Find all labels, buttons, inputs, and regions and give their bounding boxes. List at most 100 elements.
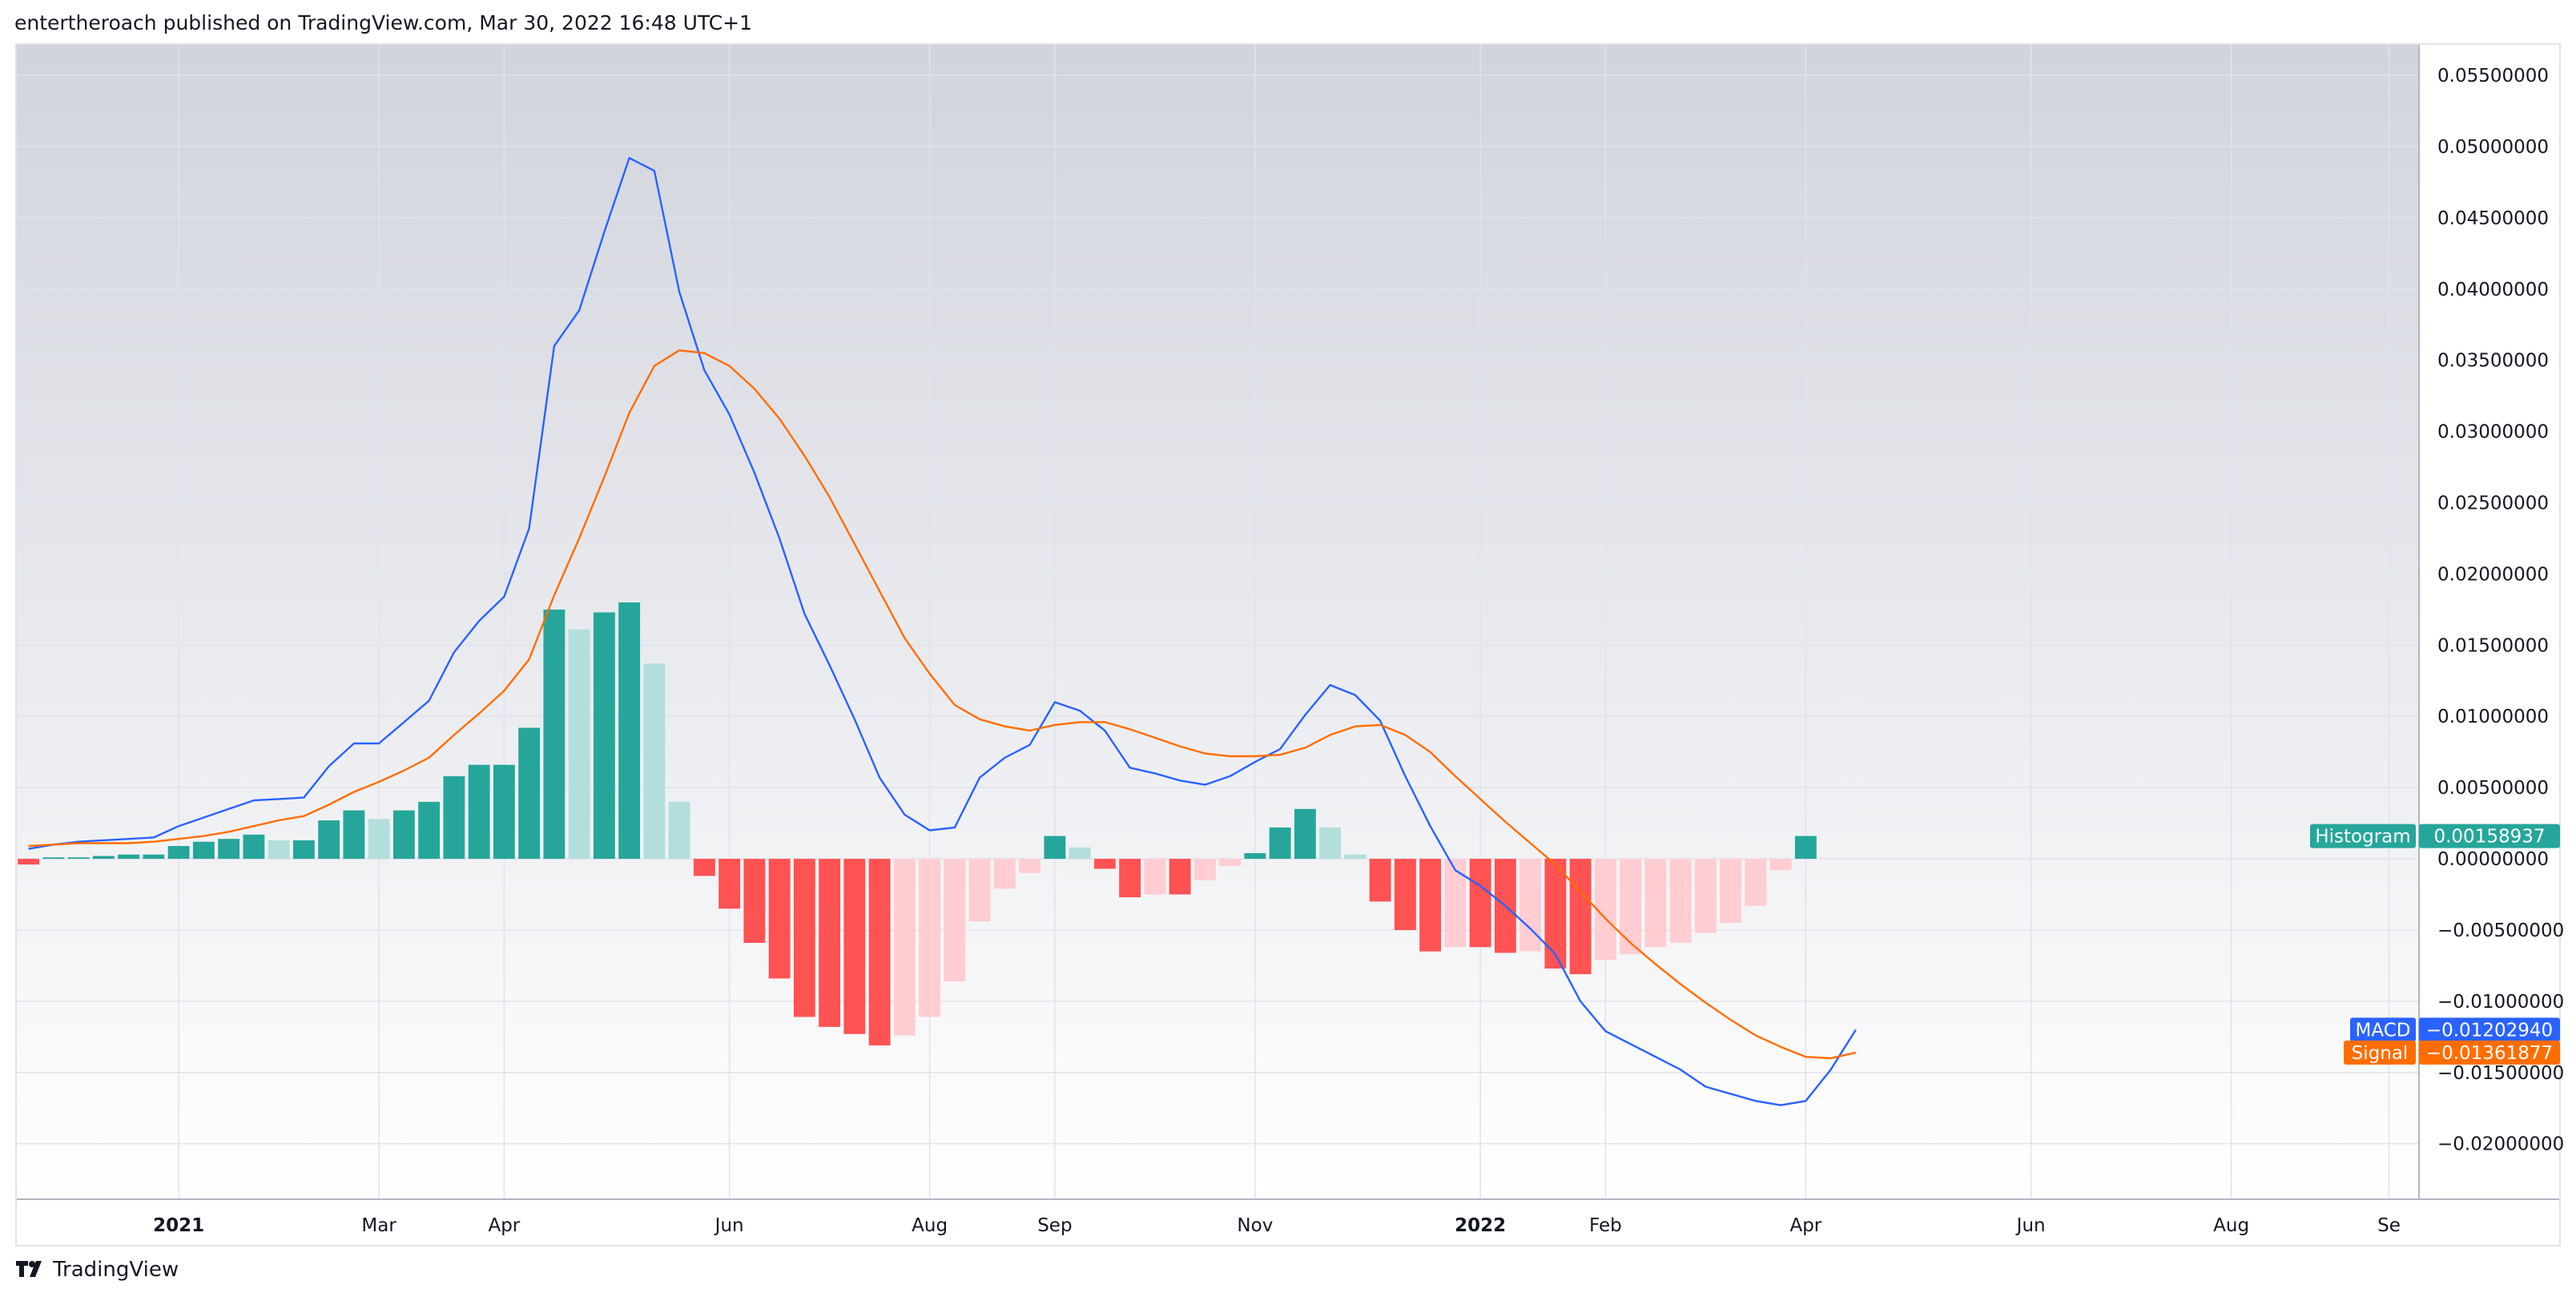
histogram-bar bbox=[318, 820, 340, 860]
time-tick-label: Feb bbox=[1589, 1215, 1622, 1236]
histogram-bar bbox=[1794, 836, 1817, 860]
signal-value-badge bbox=[2419, 1040, 2560, 1065]
price-tick-label: −0.01000000 bbox=[2437, 992, 2564, 1013]
histogram-bar bbox=[118, 854, 140, 860]
price-tick-label: −0.02000000 bbox=[2437, 1134, 2564, 1155]
histogram-bar bbox=[1044, 836, 1066, 860]
signal-value-label: −0.01361877 bbox=[2426, 1043, 2553, 1064]
histogram-bar bbox=[643, 663, 666, 860]
time-axis[interactable]: 2021 Mar Apr Jun Aug Sep Nov 2022 Feb Apr Jun Aug Se bbox=[153, 1215, 2401, 1236]
histogram-name-label: Histogram bbox=[2315, 827, 2410, 848]
histogram-bar bbox=[843, 859, 866, 1034]
histogram-bar bbox=[292, 840, 315, 860]
histogram-bar bbox=[1093, 859, 1116, 869]
histogram-bar bbox=[1419, 859, 1442, 952]
price-axis[interactable]: 0.05500000 0.05000000 0.04500000 0.04000000… bbox=[2437, 66, 2564, 1155]
price-tick-label: 0.05500000 bbox=[2437, 66, 2549, 87]
histogram-bar bbox=[443, 775, 465, 860]
histogram-bar bbox=[819, 859, 841, 1027]
histogram-bar bbox=[1644, 859, 1667, 948]
histogram-bar bbox=[1294, 808, 1316, 860]
histogram-bar bbox=[893, 859, 916, 1036]
histogram-bar bbox=[368, 819, 390, 860]
histogram-bar bbox=[668, 801, 690, 860]
histogram-bar bbox=[1469, 859, 1491, 948]
value-badges: Histogram 0.00158937 MACD −0.01202940 Signal… bbox=[2310, 824, 2560, 1065]
macd-line bbox=[28, 156, 1857, 1106]
time-tick-label: Jun bbox=[2015, 1215, 2046, 1236]
histogram-bar bbox=[618, 602, 641, 860]
histogram-bar bbox=[993, 859, 1016, 889]
plot-background bbox=[16, 44, 2418, 1199]
histogram-bar bbox=[568, 629, 590, 860]
price-tick-label: 0.04500000 bbox=[2437, 208, 2549, 229]
grid-lines bbox=[16, 44, 2419, 1199]
histogram-bar bbox=[243, 834, 265, 860]
histogram-bar bbox=[392, 810, 415, 860]
histogram-bar bbox=[593, 612, 615, 860]
time-tick-label: Mar bbox=[361, 1215, 396, 1236]
histogram-bar bbox=[468, 764, 490, 860]
time-tick-label: Nov bbox=[1237, 1215, 1273, 1236]
price-tick-label: 0.05000000 bbox=[2437, 137, 2549, 158]
histogram-bar bbox=[1394, 859, 1416, 930]
histogram-bar bbox=[1594, 859, 1616, 961]
time-tick-label: Sep bbox=[1037, 1215, 1072, 1236]
histogram-bar bbox=[868, 859, 891, 1045]
histogram-bar bbox=[1694, 859, 1717, 933]
histogram-bar bbox=[693, 859, 715, 876]
price-tick-label: 0.00000000 bbox=[2437, 849, 2549, 870]
histogram-value-label: 0.00158937 bbox=[2433, 827, 2545, 848]
signal-line bbox=[28, 349, 1857, 1060]
time-tick-label: Apr bbox=[488, 1215, 520, 1236]
histogram-bar bbox=[493, 764, 515, 860]
histogram-bar bbox=[1069, 847, 1091, 860]
indicator-lines bbox=[28, 156, 1857, 1106]
price-tick-label: 0.01500000 bbox=[2437, 635, 2549, 656]
histogram-bar bbox=[418, 801, 441, 860]
histogram-bar bbox=[343, 810, 365, 860]
histogram-bar bbox=[1444, 859, 1467, 948]
histogram-bar bbox=[1769, 859, 1792, 871]
time-tick-label: 2021 bbox=[153, 1215, 204, 1236]
histogram-bar bbox=[192, 841, 215, 860]
macd-value-badge bbox=[2419, 1017, 2560, 1042]
publisher-header: entertheroach published on TradingView.c… bbox=[14, 11, 753, 34]
time-tick-label: 2022 bbox=[1455, 1215, 1506, 1236]
histogram-bar bbox=[167, 846, 190, 860]
price-tick-label: 0.02000000 bbox=[2437, 564, 2549, 585]
histogram-bar bbox=[1219, 859, 1242, 866]
histogram-bar bbox=[143, 854, 165, 860]
histogram-name-badge bbox=[2310, 824, 2416, 848]
price-tick-label: 0.03000000 bbox=[2437, 422, 2549, 443]
time-tick-label: Apr bbox=[1789, 1215, 1821, 1236]
macd-name-badge bbox=[2350, 1017, 2416, 1042]
time-tick-label: Aug bbox=[2213, 1215, 2249, 1236]
histogram-bar bbox=[67, 857, 90, 860]
histogram-bar bbox=[793, 859, 815, 1017]
price-tick-label: 0.02500000 bbox=[2437, 493, 2549, 514]
time-tick-label: Jun bbox=[714, 1215, 744, 1236]
histogram-bar bbox=[518, 727, 541, 860]
chart-border bbox=[15, 43, 2561, 1247]
histogram-bar bbox=[1620, 859, 1642, 955]
histogram-bar bbox=[1669, 859, 1692, 943]
tradingview-logo-icon bbox=[16, 1261, 42, 1277]
histogram-bar bbox=[718, 859, 741, 909]
histogram-bar bbox=[18, 859, 40, 865]
histogram-bar bbox=[42, 857, 65, 860]
histogram-bar bbox=[1544, 859, 1567, 969]
histogram-bars bbox=[18, 602, 1817, 1045]
tradingview-brand[interactable]: TradingView bbox=[16, 1258, 179, 1282]
histogram-bar bbox=[768, 859, 791, 979]
histogram-bar bbox=[92, 856, 115, 860]
histogram-bar bbox=[919, 859, 941, 1017]
price-tick-label: −0.00500000 bbox=[2437, 920, 2564, 941]
histogram-bar bbox=[1369, 859, 1391, 902]
macd-value-label: −0.01202940 bbox=[2426, 1020, 2553, 1041]
histogram-bar bbox=[1169, 859, 1191, 895]
histogram-bar bbox=[1745, 859, 1767, 906]
histogram-bar bbox=[1720, 859, 1742, 924]
histogram-bar bbox=[1119, 859, 1141, 898]
